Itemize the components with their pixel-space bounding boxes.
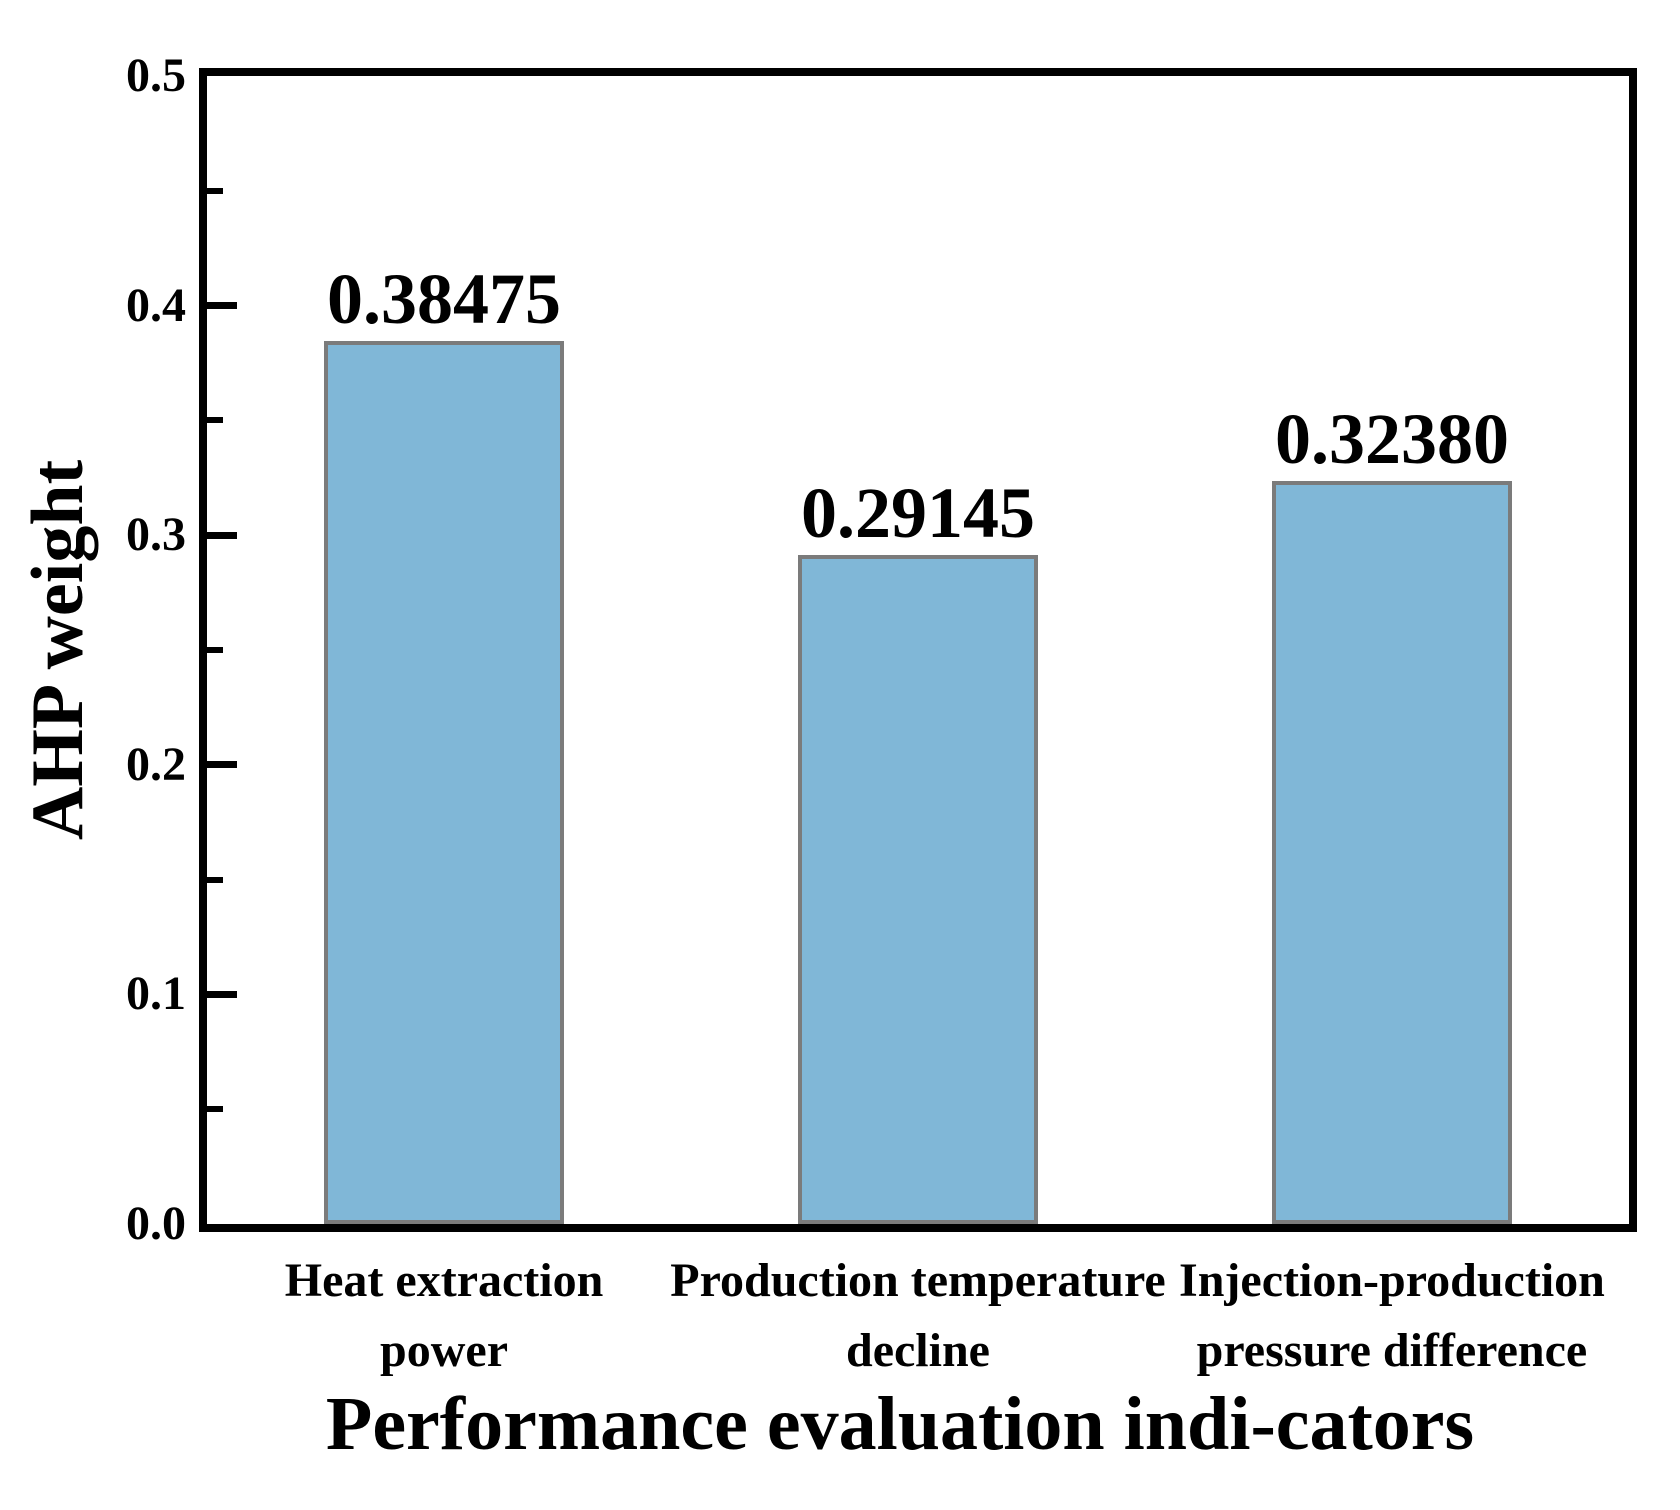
- y-tick-label: 0.3: [126, 508, 186, 562]
- y-tick-label: 0.4: [126, 278, 186, 332]
- bar-value-label: 0.38475: [327, 258, 562, 339]
- plot-area: 0.38475 0.29145 0.32380: [199, 68, 1637, 1232]
- y-tick-minor: [207, 1106, 223, 1113]
- y-tick-minor: [207, 876, 223, 883]
- plot-inner-area: 0.38475 0.29145 0.32380: [207, 76, 1629, 1224]
- y-tick-major: [207, 761, 237, 769]
- bar: [324, 340, 565, 1224]
- y-tick-minor: [207, 417, 223, 424]
- y-tick-major: [207, 531, 237, 539]
- bar: [798, 554, 1038, 1224]
- x-axis-title: Performance evaluation indi-cators: [325, 1382, 1475, 1466]
- y-tick-major: [207, 990, 237, 998]
- bar: [1271, 480, 1512, 1224]
- y-tick-minor: [207, 647, 223, 653]
- y-tick-label: 0.5: [126, 49, 186, 102]
- x-category-label: Production temperature decline: [670, 1246, 1165, 1385]
- y-tick-label: 0.1: [126, 967, 186, 1021]
- x-category-label: Heat extraction power: [285, 1246, 604, 1385]
- x-category-label: Injection-production pressure difference: [1179, 1246, 1605, 1385]
- x-category-label-line: Injection-production: [1179, 1254, 1605, 1307]
- x-category-label-line: Heat extraction: [284, 1254, 604, 1307]
- y-tick-label: 0.2: [126, 737, 186, 791]
- y-tick-minor: [207, 187, 223, 194]
- bar-value-label: 0.32380: [1274, 398, 1509, 479]
- x-category-label-line: power: [380, 1323, 509, 1377]
- x-category-label-line: Production temperature: [670, 1254, 1166, 1307]
- x-category-label-line: decline: [846, 1323, 990, 1377]
- x-category-label-line: pressure difference: [1196, 1323, 1588, 1377]
- y-tick-label: 0.0: [126, 1197, 186, 1250]
- bar-value-label: 0.29145: [801, 472, 1035, 553]
- y-tick-major: [207, 302, 237, 310]
